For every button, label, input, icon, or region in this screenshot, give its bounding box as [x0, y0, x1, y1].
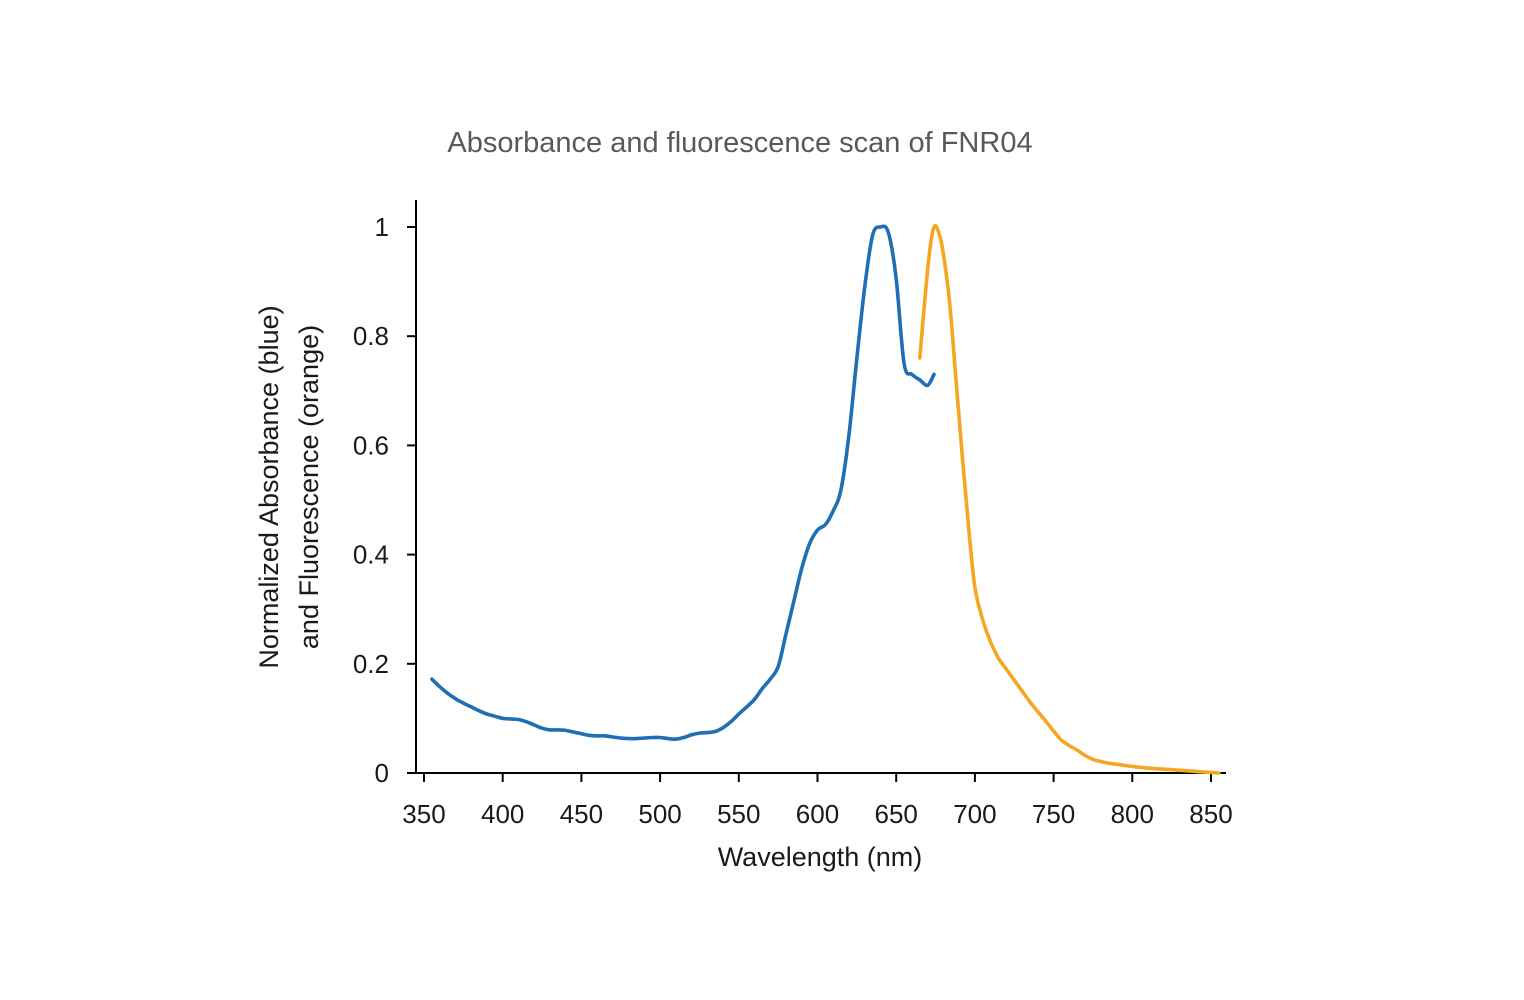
x-ticks: 350 400 450 500 550 600 650 700 750 800 850	[402, 773, 1233, 829]
x-tick-label: 850	[1189, 799, 1232, 829]
x-tick-label: 700	[953, 799, 996, 829]
x-tick-label: 800	[1111, 799, 1154, 829]
x-tick-label: 650	[875, 799, 918, 829]
y-tick-label: 0	[375, 758, 389, 788]
y-axis-label-line-1: Normalized Absorbance (blue)	[254, 305, 284, 668]
series-line-fluorescence	[918, 223, 1221, 775]
x-tick-label: 500	[638, 799, 681, 829]
x-tick-label: 350	[402, 799, 445, 829]
x-tick-label: 550	[717, 799, 760, 829]
y-axis-label: Normalized Absorbance (blue) and Fluores…	[254, 305, 324, 668]
y-tick-label: 1	[375, 212, 389, 242]
y-tick-label: 0.2	[353, 649, 389, 679]
y-tick-label: 0.8	[353, 321, 389, 351]
chart-title: Absorbance and fluorescence scan of FNR0…	[447, 127, 1032, 159]
series-line-absorbance	[430, 224, 936, 741]
x-axis-label: Wavelength (nm)	[718, 842, 923, 872]
x-tick-label: 450	[560, 799, 603, 829]
x-tick-label: 750	[1032, 799, 1075, 829]
y-axis-label-line-2: and Fluorescence (orange)	[294, 325, 324, 649]
series-layer	[430, 223, 1221, 775]
x-tick-label: 400	[481, 799, 524, 829]
y-ticks: 0 0.2 0.4 0.6 0.8 1	[353, 212, 416, 788]
x-tick-label: 600	[796, 799, 839, 829]
y-tick-label: 0.6	[353, 430, 389, 460]
y-tick-label: 0.4	[353, 540, 389, 570]
